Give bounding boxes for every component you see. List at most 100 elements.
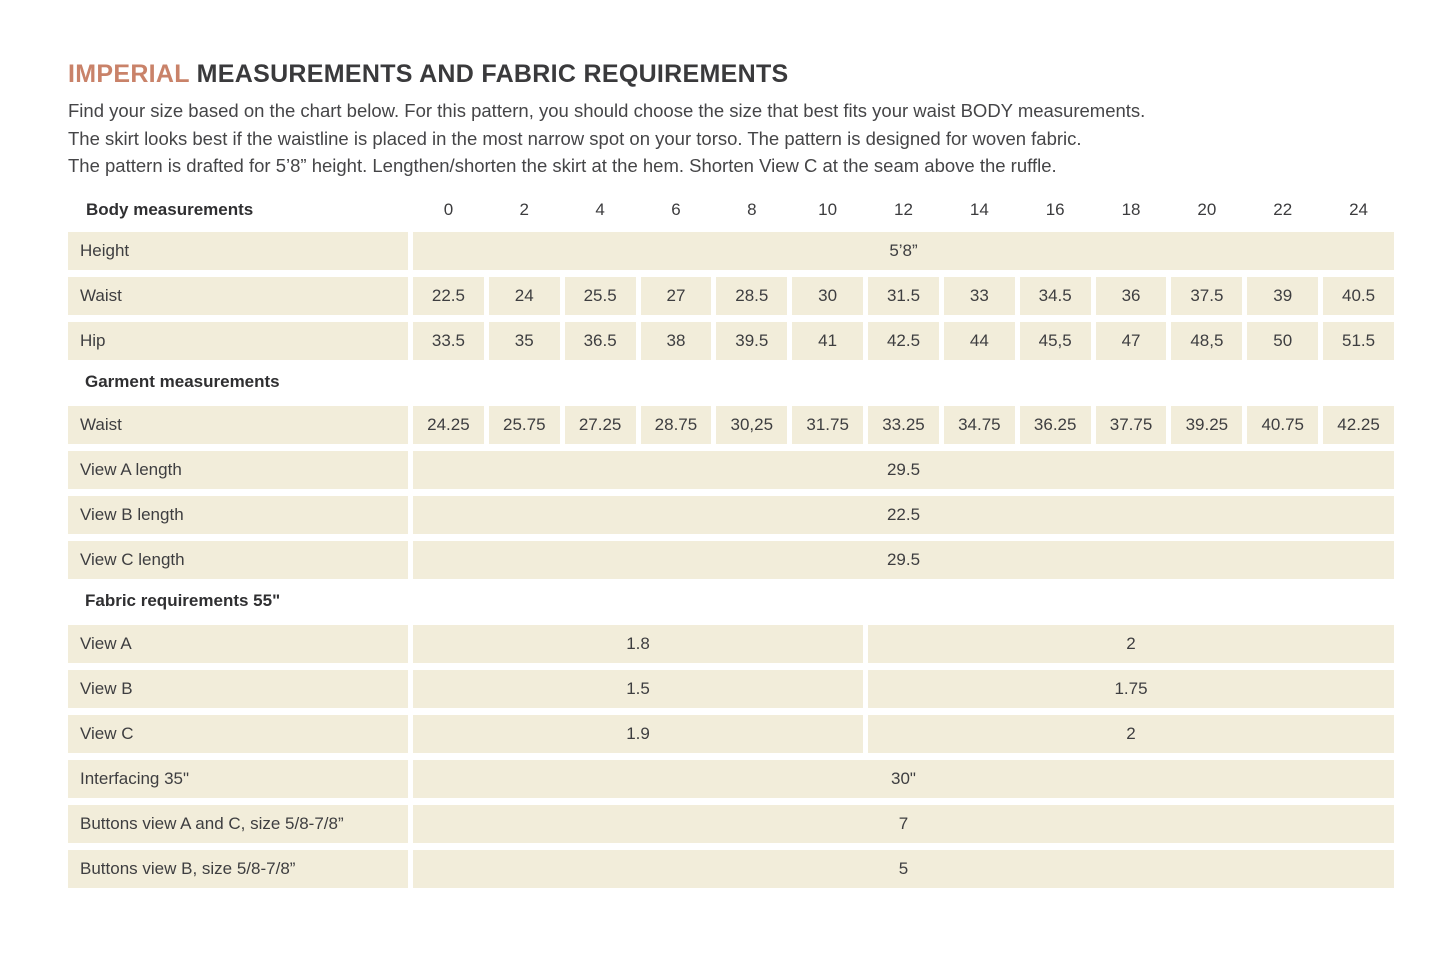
- row-label: Height: [68, 231, 408, 270]
- title-rest: MEASUREMENTS AND FABRIC REQUIREMENTS: [189, 60, 789, 88]
- table-row: View B length 22.5: [68, 495, 1394, 534]
- table-row: Interfacing 35" 30": [68, 759, 1394, 798]
- size-value-cell: 51.5: [1323, 321, 1394, 360]
- size-value-cell: 33.5: [413, 321, 484, 360]
- row-label: View A: [68, 624, 408, 663]
- size-value-cell: 28.5: [716, 276, 788, 315]
- merged-value-cell: 22.5: [413, 495, 1394, 534]
- size-value-cell: 39.25: [1171, 405, 1243, 444]
- size-value-cell: 25.5: [564, 276, 636, 315]
- merged-value-cell: 5: [413, 849, 1394, 888]
- merged-value-cell: 29.5: [413, 540, 1394, 579]
- table-row: Hip 33.5 35 36.5 38 39.5 41 42.5 44 45,5 47 48,5 50 5…: [68, 321, 1394, 360]
- table-row: Buttons view B, size 5/8-7/8” 5: [68, 849, 1394, 888]
- row-label: Interfacing 35": [68, 759, 408, 798]
- table-row: View B 1.5 1.75: [68, 669, 1394, 708]
- size-value-cell: 44: [943, 321, 1015, 360]
- size-value-cell: 34.5: [1019, 276, 1091, 315]
- size-value-cell: 30: [792, 276, 864, 315]
- size-column-header: 16: [1045, 200, 1065, 219]
- table-row: View A length 29.5: [68, 450, 1394, 489]
- small-sizes-value-cell: 1.5: [413, 669, 864, 708]
- intro-line-3: The pattern is drafted for 5’8” height. …: [68, 155, 1057, 176]
- size-column-header: 20: [1197, 200, 1217, 219]
- merged-value-cell: 7: [413, 804, 1394, 843]
- size-value-cell: 30,25: [716, 405, 788, 444]
- size-value-cell: 41: [792, 321, 864, 360]
- merged-value-cell: 29.5: [413, 450, 1394, 489]
- size-value-cell: 39.5: [716, 321, 788, 360]
- table-row: View A 1.8 2: [68, 624, 1394, 663]
- size-value-cell: 31.75: [792, 405, 864, 444]
- size-value-cell: 33: [943, 276, 1015, 315]
- size-value-cell: 36.5: [564, 321, 636, 360]
- section-header: Garment measurements: [85, 372, 280, 391]
- size-value-cell: 40.75: [1247, 405, 1319, 444]
- intro-paragraph: Find your size based on the chart below.…: [68, 97, 1394, 180]
- size-column-header: 18: [1121, 200, 1141, 219]
- size-value-cell: 42.25: [1323, 405, 1394, 444]
- size-column-header: 0: [443, 200, 454, 219]
- size-column-header: 4: [595, 200, 605, 219]
- row-label: Waist: [68, 405, 408, 444]
- table-row: View C length 29.5: [68, 540, 1394, 579]
- size-value-cell: 37.75: [1095, 405, 1167, 444]
- size-value-cell: 27.25: [564, 405, 636, 444]
- table-header-row: Body measurements 0 2 4 6 8 10 12 14 16 18 20 22 24: [68, 197, 1394, 224]
- row-label: Buttons view A and C, size 5/8-7/8”: [68, 804, 408, 843]
- large-sizes-value-cell: 1.75: [868, 669, 1394, 708]
- merged-value-cell: 30": [413, 759, 1394, 798]
- row-label: View C length: [68, 540, 408, 579]
- row-label: View B: [68, 669, 408, 708]
- size-value-cell: 42.5: [868, 321, 939, 360]
- measurement-sheet: IMPERIAL MEASUREMENTS AND FABRIC REQUIRE…: [68, 60, 1394, 888]
- size-column-header: 22: [1273, 200, 1293, 219]
- row-label: View A length: [68, 450, 408, 489]
- size-column-header: 2: [519, 200, 529, 219]
- table-row: View C 1.9 2: [68, 714, 1394, 753]
- size-value-cell: 22.5: [413, 276, 484, 315]
- row-label: Waist: [68, 276, 408, 315]
- size-column-header: 14: [969, 200, 989, 219]
- size-value-cell: 31.5: [868, 276, 939, 315]
- row-label: Buttons view B, size 5/8-7/8”: [68, 849, 408, 888]
- size-value-cell: 28.75: [640, 405, 712, 444]
- size-value-cell: 27: [640, 276, 712, 315]
- size-value-cell: 24: [488, 276, 560, 315]
- size-value-cell: 34.75: [943, 405, 1015, 444]
- table-row: Waist 24.25 25.75 27.25 28.75 30,25 31.75 33.25…: [68, 405, 1394, 444]
- size-column-header: 6: [671, 200, 681, 219]
- size-value-cell: 36: [1095, 276, 1167, 315]
- size-column-header: 10: [818, 200, 838, 219]
- size-value-cell: 25.75: [488, 405, 560, 444]
- size-value-cell: 47: [1095, 321, 1167, 360]
- row-label: View B length: [68, 495, 408, 534]
- section-header: Fabric requirements 55": [85, 591, 281, 610]
- size-value-cell: 36.25: [1019, 405, 1091, 444]
- size-value-cell: 33.25: [868, 405, 939, 444]
- large-sizes-value-cell: 2: [868, 624, 1394, 663]
- small-sizes-value-cell: 1.8: [413, 624, 864, 663]
- size-column-header: 12: [894, 200, 913, 219]
- size-value-cell: 24.25: [413, 405, 484, 444]
- size-column-header: 24: [1349, 200, 1369, 219]
- measurements-table: Body measurements 0 2 4 6 8 10 12 14 16 18 20 22 24 He…: [68, 197, 1394, 888]
- intro-line-2: The skirt looks best if the waistline is…: [68, 127, 1082, 149]
- size-value-cell: 35: [488, 321, 560, 360]
- size-value-cell: 39: [1247, 276, 1319, 315]
- size-value-cell: 38: [640, 321, 712, 360]
- table-row: Buttons view A and C, size 5/8-7/8” 7: [68, 804, 1394, 843]
- table-row: Waist 22.5 24 25.5 27 28.5 30 31.5 33 34.5 36 37.5 3…: [68, 276, 1394, 315]
- title-unit-system: IMPERIAL: [68, 60, 190, 88]
- row-label: View C: [68, 714, 408, 753]
- merged-value-cell: 5’8”: [413, 231, 1394, 270]
- row-label: Hip: [68, 321, 408, 360]
- size-value-cell: 40.5: [1323, 276, 1394, 315]
- intro-line-1: Find your size based on the chart below.…: [68, 100, 1146, 121]
- size-value-cell: 37.5: [1171, 276, 1243, 315]
- page-title: IMPERIAL MEASUREMENTS AND FABRIC REQUIRE…: [68, 60, 1394, 89]
- size-value-cell: 48,5: [1171, 321, 1243, 360]
- table-row: Height 5’8”: [68, 231, 1394, 270]
- column-header-label: Body measurements: [86, 200, 254, 219]
- size-value-cell: 45,5: [1019, 321, 1091, 360]
